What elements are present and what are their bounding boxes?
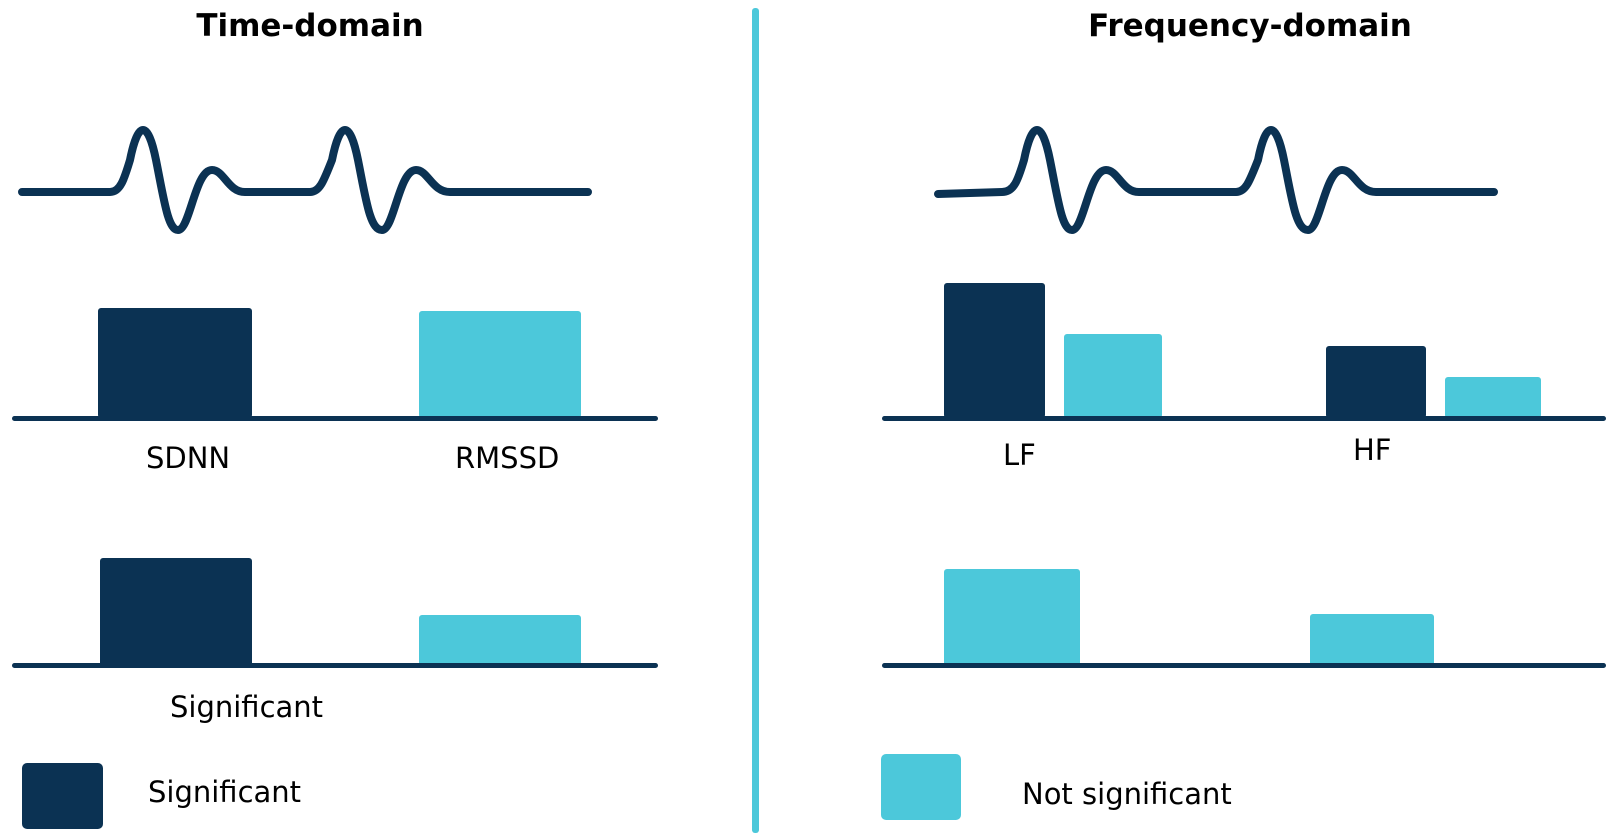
legend-not-significant-swatch bbox=[881, 754, 961, 820]
panel-divider bbox=[752, 8, 759, 833]
legend-significant-swatch bbox=[22, 763, 103, 829]
frequency-domain-title: Frequency-domain bbox=[1088, 8, 1412, 44]
time-lower-baseline bbox=[12, 663, 658, 668]
time-upper-sdnn-bar bbox=[98, 308, 252, 418]
legend-not-significant-label: Not significant bbox=[1022, 777, 1232, 811]
hf-label: HF bbox=[1353, 433, 1392, 467]
freq-upper-lf-not-significant-bar bbox=[1064, 334, 1162, 418]
time-domain-ecg-waveform-icon bbox=[18, 126, 592, 234]
freq-lower-hf-bar bbox=[1310, 614, 1434, 666]
lf-label: LF bbox=[1003, 438, 1036, 472]
sdnn-label: SDNN bbox=[146, 441, 231, 475]
freq-upper-hf-not-significant-bar bbox=[1445, 377, 1541, 418]
time-upper-baseline bbox=[12, 416, 658, 421]
frequency-domain-ecg-waveform-icon bbox=[934, 126, 1498, 234]
freq-upper-hf-significant-bar bbox=[1326, 346, 1426, 418]
freq-lower-baseline bbox=[882, 663, 1606, 668]
time-lower-rmssd-bar bbox=[419, 615, 581, 666]
rmssd-label: RMSSD bbox=[455, 441, 560, 475]
freq-lower-lf-bar bbox=[944, 569, 1080, 666]
freq-upper-lf-significant-bar bbox=[944, 283, 1045, 418]
time-lower-sdnn-bar bbox=[100, 558, 252, 666]
freq-upper-baseline bbox=[882, 416, 1606, 421]
time-upper-rmssd-bar bbox=[419, 311, 581, 418]
time-lower-significant-label: Significant bbox=[170, 690, 324, 724]
time-domain-title: Time-domain bbox=[196, 8, 424, 44]
legend-significant-label: Significant bbox=[148, 775, 302, 809]
